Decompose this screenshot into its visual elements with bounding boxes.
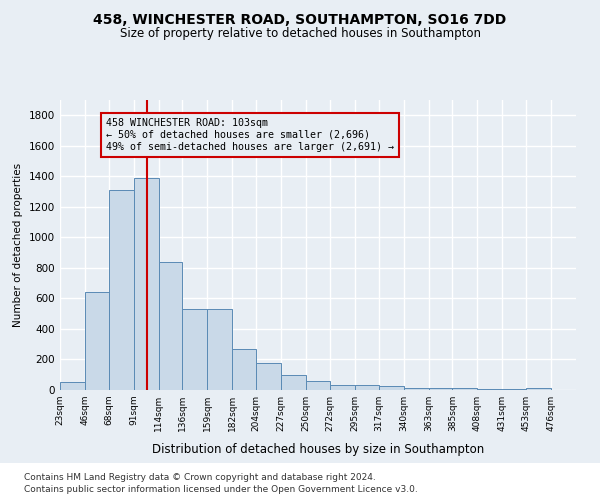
Text: 458, WINCHESTER ROAD, SOUTHAMPTON, SO16 7DD: 458, WINCHESTER ROAD, SOUTHAMPTON, SO16 … [94,12,506,26]
Text: Distribution of detached houses by size in Southampton: Distribution of detached houses by size … [152,442,484,456]
Bar [232,349,256,390]
Bar [330,386,355,390]
Text: Size of property relative to detached houses in Southampton: Size of property relative to detached ho… [119,28,481,40]
Bar [502,389,526,390]
Bar [306,381,330,390]
Text: Contains public sector information licensed under the Open Government Licence v3: Contains public sector information licen… [24,485,418,494]
Text: Contains HM Land Registry data © Crown copyright and database right 2024.: Contains HM Land Registry data © Crown c… [24,472,376,482]
Bar [452,388,478,390]
Bar [158,262,182,390]
Bar [355,386,379,390]
Y-axis label: Number of detached properties: Number of detached properties [13,163,23,327]
Bar [60,382,85,390]
Bar [404,388,428,390]
Bar [182,309,208,390]
Bar [85,292,109,390]
Bar [134,178,158,390]
Text: 458 WINCHESTER ROAD: 103sqm
← 50% of detached houses are smaller (2,696)
49% of : 458 WINCHESTER ROAD: 103sqm ← 50% of det… [106,118,394,152]
Bar [478,389,502,390]
Bar [109,190,134,390]
Bar [526,388,551,390]
Bar [379,386,404,390]
Bar [208,309,232,390]
Bar [281,374,306,390]
Bar [428,388,452,390]
Bar [256,362,281,390]
